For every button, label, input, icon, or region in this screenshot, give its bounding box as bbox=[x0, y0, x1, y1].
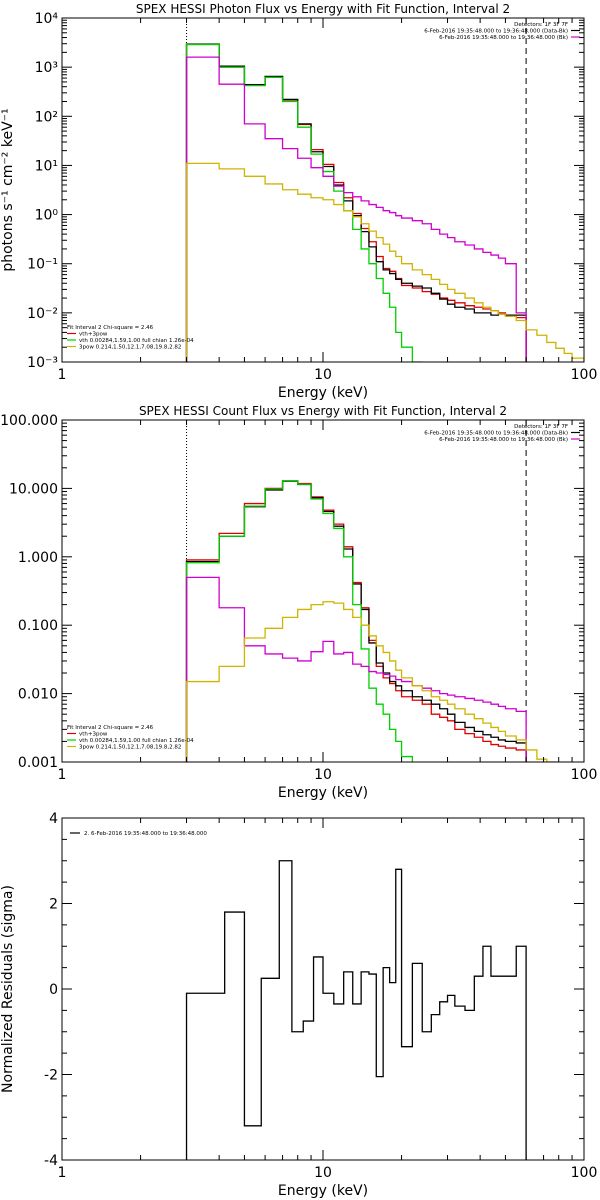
residuals-y-tick-label: -2 bbox=[44, 1068, 58, 1084]
count-x-tick-label: 1 bbox=[58, 767, 67, 783]
residuals-y-tick-label: -4 bbox=[44, 1153, 58, 1169]
photon-legend-top-entry: 6-Feb-2016 19:35:48.000 to 19:36:48.000 … bbox=[424, 29, 568, 35]
photon-series-black bbox=[185, 43, 527, 362]
photon-y-tick-label: 10⁻¹ bbox=[27, 257, 58, 273]
count-legend-bottom-entry: 3pow 0.214,1.50,12.1,7.08,19.8,2.82 bbox=[79, 745, 181, 751]
photon-x-tick-label: 1 bbox=[58, 367, 67, 383]
photon-y-tick-label: 10² bbox=[35, 109, 58, 125]
count-panel: 1 10 100 0.001 0.010 0.100 1.000 10.000 100.000 S… bbox=[0, 404, 597, 801]
photon-legend-top-entry: Detectors: 1F 3F 7F bbox=[514, 22, 568, 28]
photon-x-tick-label: 100 bbox=[571, 367, 598, 383]
photon-panel: 1 10 100 10⁻³ 10⁻² 10⁻¹ 10⁰ 10¹ 10² 10³ 10⁴ SPEX HE… bbox=[0, 2, 597, 401]
residuals-panel: 1 10 100 -4 -2 0 2 4 Energy (keV) Normalized Resi… bbox=[0, 811, 597, 1199]
count-legend-bottom-entry: Fit Interval 2 Chi-square = 2.46 bbox=[67, 725, 154, 731]
photon-legend-bottom-entry: vth+3pow bbox=[79, 332, 108, 338]
count-y-tick-label: 100.000 bbox=[0, 413, 58, 429]
count-series-black bbox=[185, 480, 527, 762]
count-x-axis-label: Energy (keV) bbox=[278, 785, 368, 801]
count-legend-top-entry: 6-Feb-2016 19:35:48.000 to 19:36:48.000 … bbox=[424, 431, 568, 437]
photon-legend-bottom-entry: vth 0.00284,1.59,1.00 full chian 1.26e-0… bbox=[79, 338, 194, 344]
residuals-x-tick-label: 10 bbox=[314, 1165, 332, 1181]
photon-series-green bbox=[185, 43, 423, 362]
residuals-y-tick-label: 0 bbox=[49, 982, 58, 998]
photon-y-tick-label: 10⁻³ bbox=[27, 355, 58, 371]
photon-y-tick-label: 10¹ bbox=[35, 158, 58, 174]
count-y-tick-label: 1.000 bbox=[18, 550, 58, 566]
residuals-y-axis-label: Normalized Residuals (sigma) bbox=[0, 885, 16, 1093]
count-series-yellow bbox=[185, 601, 556, 762]
count-y-tick-label: 0.001 bbox=[18, 755, 58, 771]
photon-y-tick-label: 10⁴ bbox=[35, 11, 59, 27]
residuals-y-tick-label: 2 bbox=[49, 897, 58, 913]
count-y-tick-label: 0.100 bbox=[18, 618, 58, 634]
photon-x-axis-label: Energy (keV) bbox=[278, 385, 368, 401]
count-series-red bbox=[185, 479, 527, 762]
photon-x-tick-label: 10 bbox=[314, 367, 332, 383]
photon-y-tick-label: 10⁻² bbox=[27, 306, 58, 322]
photon-y-tick-label: 10⁰ bbox=[35, 208, 59, 224]
residuals-x-tick-label: 100 bbox=[571, 1165, 598, 1181]
count-y-tick-label: 10.000 bbox=[9, 481, 58, 497]
residuals-x-tick-label: 1 bbox=[58, 1165, 67, 1181]
count-legend-top-entry: Detectors: 1F 3F 7F bbox=[514, 424, 568, 430]
photon-legend-bottom-entry: Fit Interval 2 Chi-square = 2.46 bbox=[67, 325, 154, 331]
photon-y-tick-label: 10³ bbox=[35, 60, 58, 76]
photon-y-axis-label: photons s⁻¹ cm⁻² keV⁻¹ bbox=[0, 108, 16, 271]
photon-legend-bottom-entry: 3pow 0.214,1.50,12.1,7.08,19.8,2.82 bbox=[79, 345, 181, 351]
count-y-tick-label: 0.010 bbox=[18, 687, 58, 703]
count-legend-bottom-entry: vth 0.00284,1.59,1.00 full chian 1.26e-0… bbox=[79, 738, 194, 744]
count-legend-bottom-entry: vth+3pow bbox=[79, 732, 108, 738]
count-title: SPEX HESSI Count Flux vs Energy with Fit… bbox=[139, 404, 507, 418]
count-x-tick-label: 10 bbox=[314, 767, 332, 783]
residuals-series-black bbox=[185, 860, 527, 1160]
photon-series-yellow bbox=[185, 162, 584, 362]
photon-legend-top-entry: 6-Feb-2016 19:35:48.000 to 19:36:48.000 … bbox=[439, 35, 568, 41]
count-legend-top-entry: 6-Feb-2016 19:35:48.000 to 19:36:48.000 … bbox=[439, 437, 568, 443]
photon-plot-frame bbox=[61, 17, 585, 363]
residuals-x-axis-label: Energy (keV) bbox=[278, 1183, 368, 1199]
photon-title: SPEX HESSI Photon Flux vs Energy with Fi… bbox=[136, 2, 510, 16]
residuals-y-tick-label: 4 bbox=[49, 811, 58, 827]
photon-series-magenta bbox=[185, 56, 527, 362]
residuals-legend-entry: 2. 6-Feb-2016 19:35:48.000 to 19:36:48.0… bbox=[84, 831, 207, 837]
count-x-tick-label: 100 bbox=[571, 767, 598, 783]
count-series-green bbox=[185, 479, 414, 762]
count-plot-frame bbox=[61, 419, 585, 763]
count-series-magenta bbox=[185, 576, 527, 762]
photon-series-red bbox=[185, 43, 527, 362]
